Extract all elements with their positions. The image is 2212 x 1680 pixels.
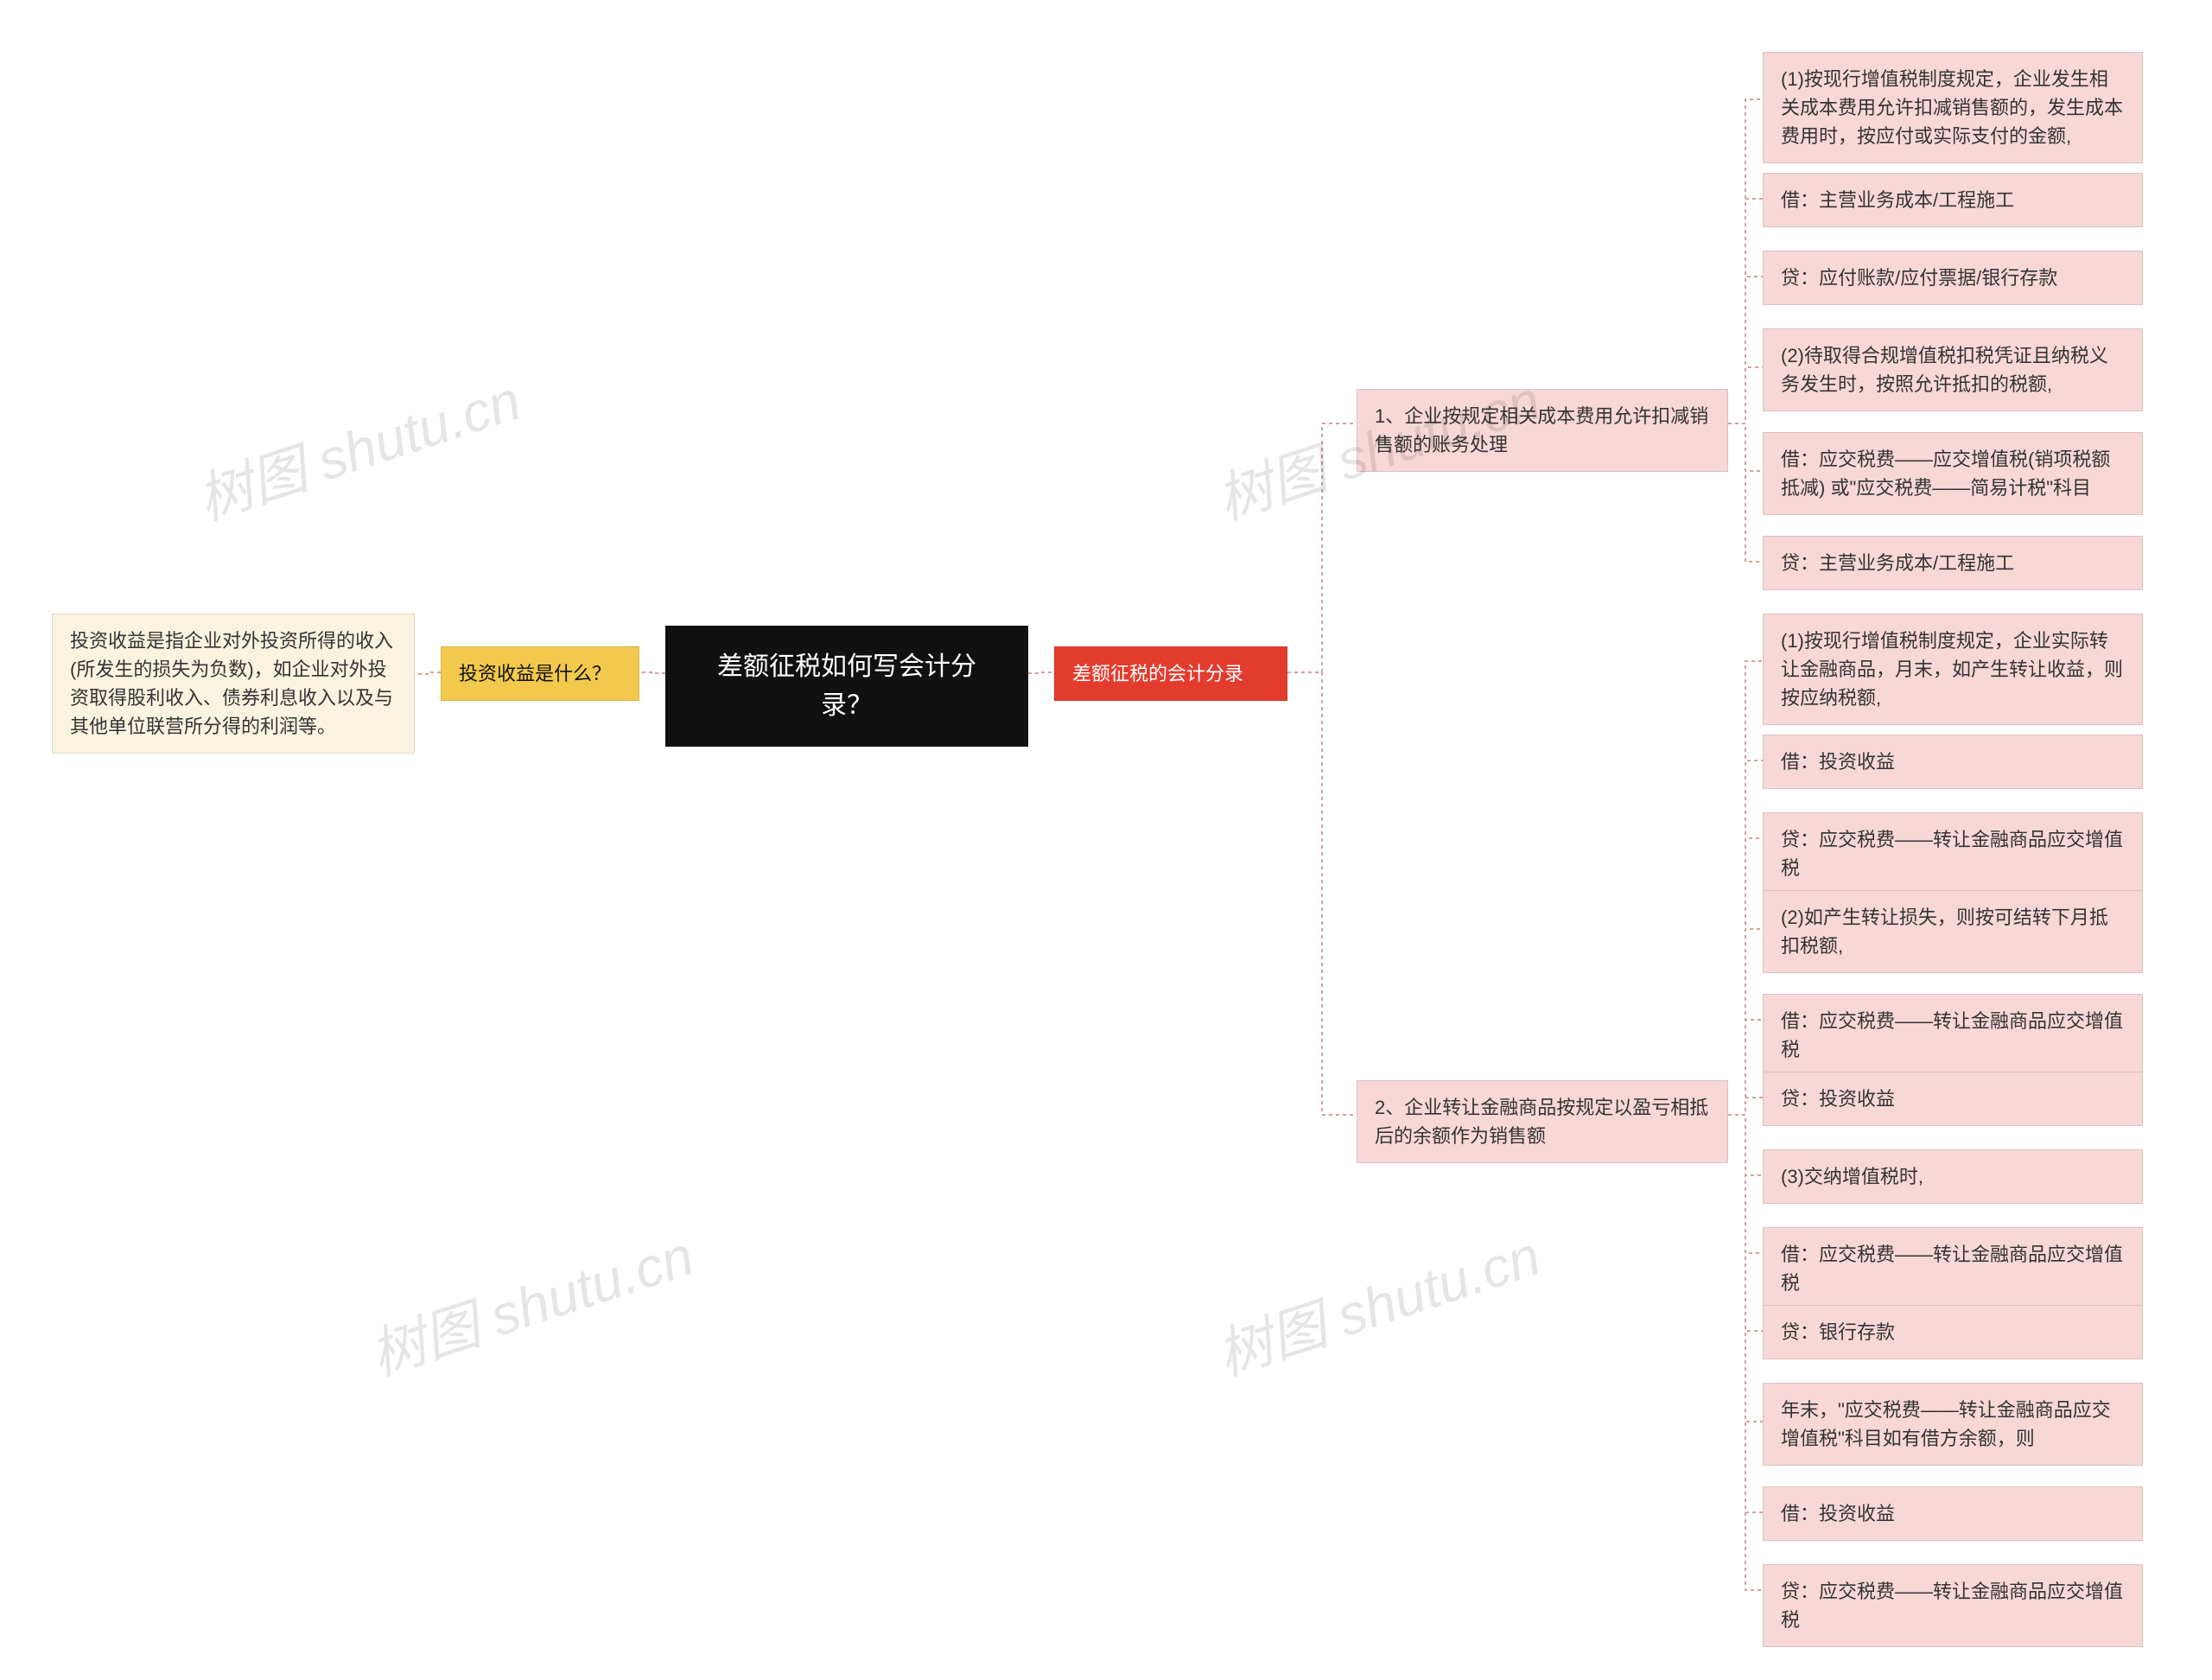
mindmap-node[interactable]: 贷：应付账款/应付票据/银行存款: [1763, 251, 2143, 305]
node-text: 贷：应交税费——转让金融商品应交增值税: [1781, 829, 2123, 879]
node-text: 借：应交税费——转让金融商品应交增值税: [1781, 1010, 2123, 1060]
mindmap-node[interactable]: (2)如产生转让损失，则按可结转下月抵扣税额,: [1763, 890, 2143, 973]
mindmap-node[interactable]: 差额征税的会计分录: [1054, 646, 1287, 701]
mindmap-node[interactable]: 差额征税如何写会计分录？: [665, 626, 1028, 747]
mindmap-node[interactable]: 借：应交税费——转让金融商品应交增值税: [1763, 1227, 2143, 1310]
node-text: 差额征税的会计分录: [1072, 663, 1243, 684]
node-text: 借：应交税费——应交增值税(销项税额抵减) 或"应交税费——简易计税"科目: [1781, 449, 2110, 499]
mindmap-node[interactable]: (1)按现行增值税制度规定，企业实际转让金融商品，月末，如产生转让收益，则按应纳…: [1763, 614, 2143, 725]
node-text: (1)按现行增值税制度规定，企业发生相关成本费用允许扣减销售额的，发生成本费用时…: [1781, 68, 2123, 147]
mindmap-node[interactable]: 1、企业按规定相关成本费用允许扣减销售额的账务处理: [1357, 389, 1728, 472]
node-text: 借：投资收益: [1781, 751, 1895, 773]
mindmap-node[interactable]: (3)交纳增值税时,: [1763, 1149, 2143, 1204]
node-text: (3)交纳增值税时,: [1781, 1166, 1923, 1187]
mindmap-node[interactable]: 贷：银行存款: [1763, 1305, 2143, 1359]
node-text: 贷：主营业务成本/工程施工: [1781, 552, 2014, 574]
node-text: 差额征税如何写会计分录？: [717, 652, 976, 720]
mindmap-node[interactable]: (2)待取得合规增值税扣税凭证且纳税义务发生时，按照允许抵扣的税额,: [1763, 328, 2143, 411]
mindmap-node[interactable]: 借：主营业务成本/工程施工: [1763, 173, 2143, 227]
mindmap-node[interactable]: 贷：主营业务成本/工程施工: [1763, 536, 2143, 590]
node-text: (2)待取得合规增值税扣税凭证且纳税义务发生时，按照允许抵扣的税额,: [1781, 345, 2108, 395]
node-text: (1)按现行增值税制度规定，企业实际转让金融商品，月末，如产生转让收益，则按应纳…: [1781, 630, 2123, 709]
mindmap-node[interactable]: 借：应交税费——应交增值税(销项税额抵减) 或"应交税费——简易计税"科目: [1763, 432, 2143, 515]
mindmap-node[interactable]: 贷：投资收益: [1763, 1072, 2143, 1126]
node-text: 借：主营业务成本/工程施工: [1781, 189, 2014, 211]
watermark: 树图 shutu.cn: [359, 1212, 702, 1390]
node-text: 贷：应付账款/应付票据/银行存款: [1781, 267, 2057, 289]
watermark: 树图 shutu.cn: [1205, 1212, 1548, 1390]
mindmap-node[interactable]: (1)按现行增值税制度规定，企业发生相关成本费用允许扣减销售额的，发生成本费用时…: [1763, 52, 2143, 163]
mindmap-node[interactable]: 年末，"应交税费——转让金融商品应交增值税"科目如有借方余额，则: [1763, 1383, 2143, 1466]
node-text: 借：投资收益: [1781, 1503, 1895, 1524]
watermark: 树图 shutu.cn: [186, 356, 529, 535]
mindmap-node[interactable]: 借：投资收益: [1763, 735, 2143, 789]
mindmap-node[interactable]: 2、企业转让金融商品按规定以盈亏相抵后的余额作为销售额: [1357, 1080, 1728, 1163]
node-text: 1、企业按规定相关成本费用允许扣减销售额的账务处理: [1375, 405, 1708, 455]
node-text: 借：应交税费——转让金融商品应交增值税: [1781, 1244, 2123, 1294]
node-text: 投资收益是指企业对外投资所得的收入(所发生的损失为负数)，如企业对外投资取得股利…: [70, 630, 393, 737]
node-text: (2)如产生转让损失，则按可结转下月抵扣税额,: [1781, 907, 2108, 957]
node-text: 贷：投资收益: [1781, 1088, 1895, 1110]
node-text: 贷：应交税费——转让金融商品应交增值税: [1781, 1581, 2123, 1631]
mindmap-node[interactable]: 投资收益是指企业对外投资所得的收入(所发生的损失为负数)，如企业对外投资取得股利…: [52, 614, 415, 754]
mindmap-node[interactable]: 借：应交税费——转让金融商品应交增值税: [1763, 994, 2143, 1077]
mindmap-node[interactable]: 投资收益是什么？: [441, 646, 639, 701]
mindmap-node[interactable]: 贷：应交税费——转让金融商品应交增值税: [1763, 1564, 2143, 1647]
node-text: 投资收益是什么？: [459, 663, 611, 684]
node-text: 贷：银行存款: [1781, 1321, 1895, 1343]
node-text: 年末，"应交税费——转让金融商品应交增值税"科目如有借方余额，则: [1781, 1399, 2111, 1449]
mindmap-node[interactable]: 借：投资收益: [1763, 1486, 2143, 1541]
mindmap-node[interactable]: 贷：应交税费——转让金融商品应交增值税: [1763, 812, 2143, 895]
node-text: 2、企业转让金融商品按规定以盈亏相抵后的余额作为销售额: [1375, 1097, 1708, 1147]
